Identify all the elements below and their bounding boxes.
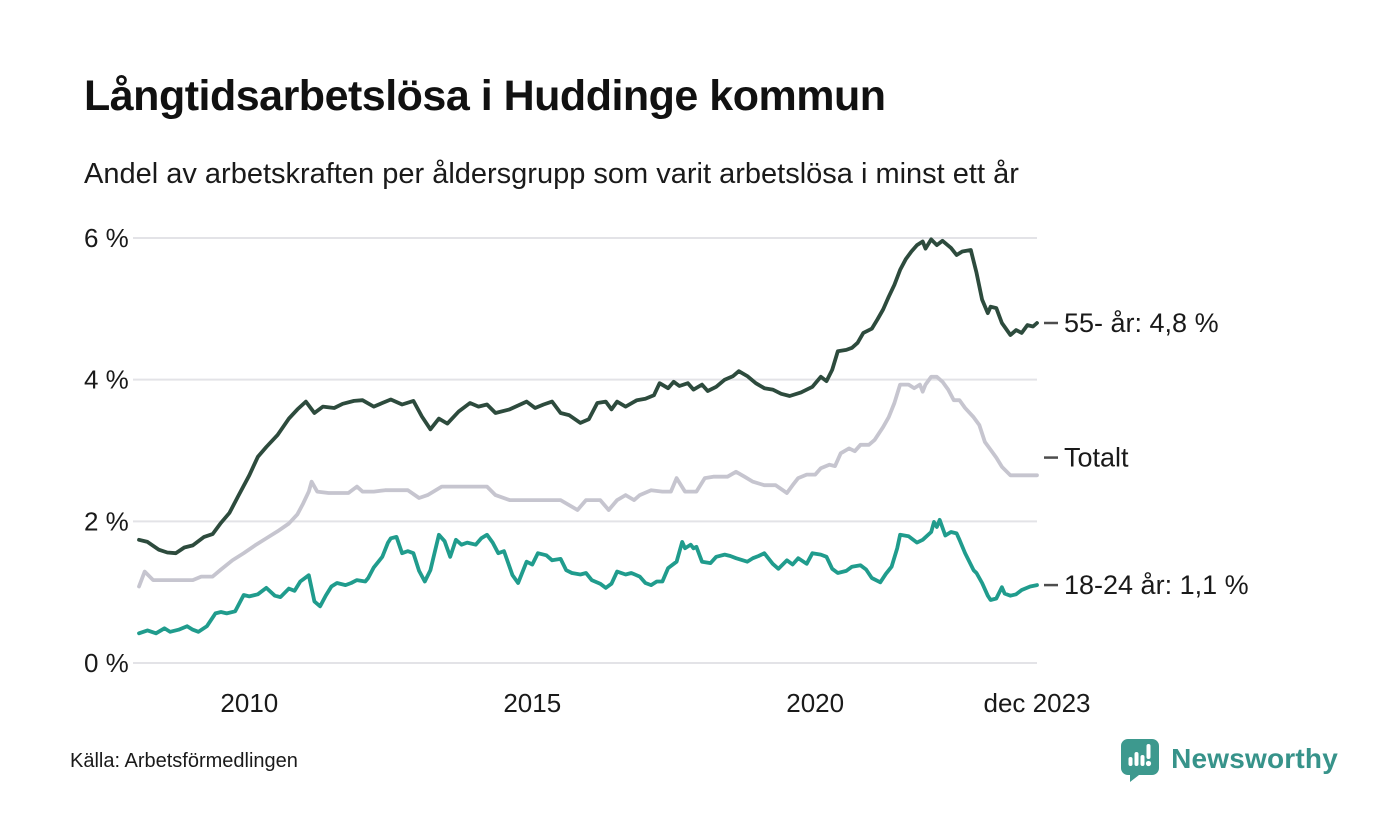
chart-title: Långtidsarbetslösa i Huddinge kommun xyxy=(84,72,886,120)
y-tick-label: 0 % xyxy=(84,648,129,678)
logo-bar-chart-glyph xyxy=(1128,744,1152,767)
logo-bubble-shape xyxy=(1121,739,1160,782)
newsworthy-brand: Newsworthy xyxy=(1119,736,1338,782)
end-label-18_24_ar: 18-24 år: 1,1 % xyxy=(1064,570,1249,600)
series-line-55_ar xyxy=(137,237,1039,556)
end-label-55_ar: 55- år: 4,8 % xyxy=(1064,308,1219,338)
y-tick-label: 4 % xyxy=(84,365,129,395)
gridlines xyxy=(133,237,1037,664)
chart-subtitle: Andel av arbetskraften per åldersgrupp s… xyxy=(84,158,1019,190)
newsworthy-wordmark: Newsworthy xyxy=(1171,743,1338,774)
series-end-labels: 55- år: 4,8 % Totalt 18-24 år: 1,1 % xyxy=(1044,308,1249,600)
x-tick-label: 2015 xyxy=(503,688,561,718)
x-axis-tick-labels: 2010 2015 2020 dec 2023 xyxy=(220,688,1090,718)
x-tick-label: dec 2023 xyxy=(984,688,1091,718)
x-tick-label: 2010 xyxy=(220,688,278,718)
y-tick-label: 2 % xyxy=(84,506,129,536)
x-tick-label: 2020 xyxy=(786,688,844,718)
series-line-totalt xyxy=(137,374,1039,589)
end-label-totalt: Totalt xyxy=(1064,443,1129,473)
source-note: Källa: Arbetsförmedlingen xyxy=(70,750,298,772)
series-line-18_24_ar xyxy=(137,518,1039,636)
series-lines xyxy=(137,237,1039,636)
newsworthy-logo-icon xyxy=(1121,739,1160,782)
y-tick-label: 6 % xyxy=(84,223,129,253)
y-axis-tick-labels: 0 % 2 % 4 % 6 % xyxy=(84,223,129,678)
